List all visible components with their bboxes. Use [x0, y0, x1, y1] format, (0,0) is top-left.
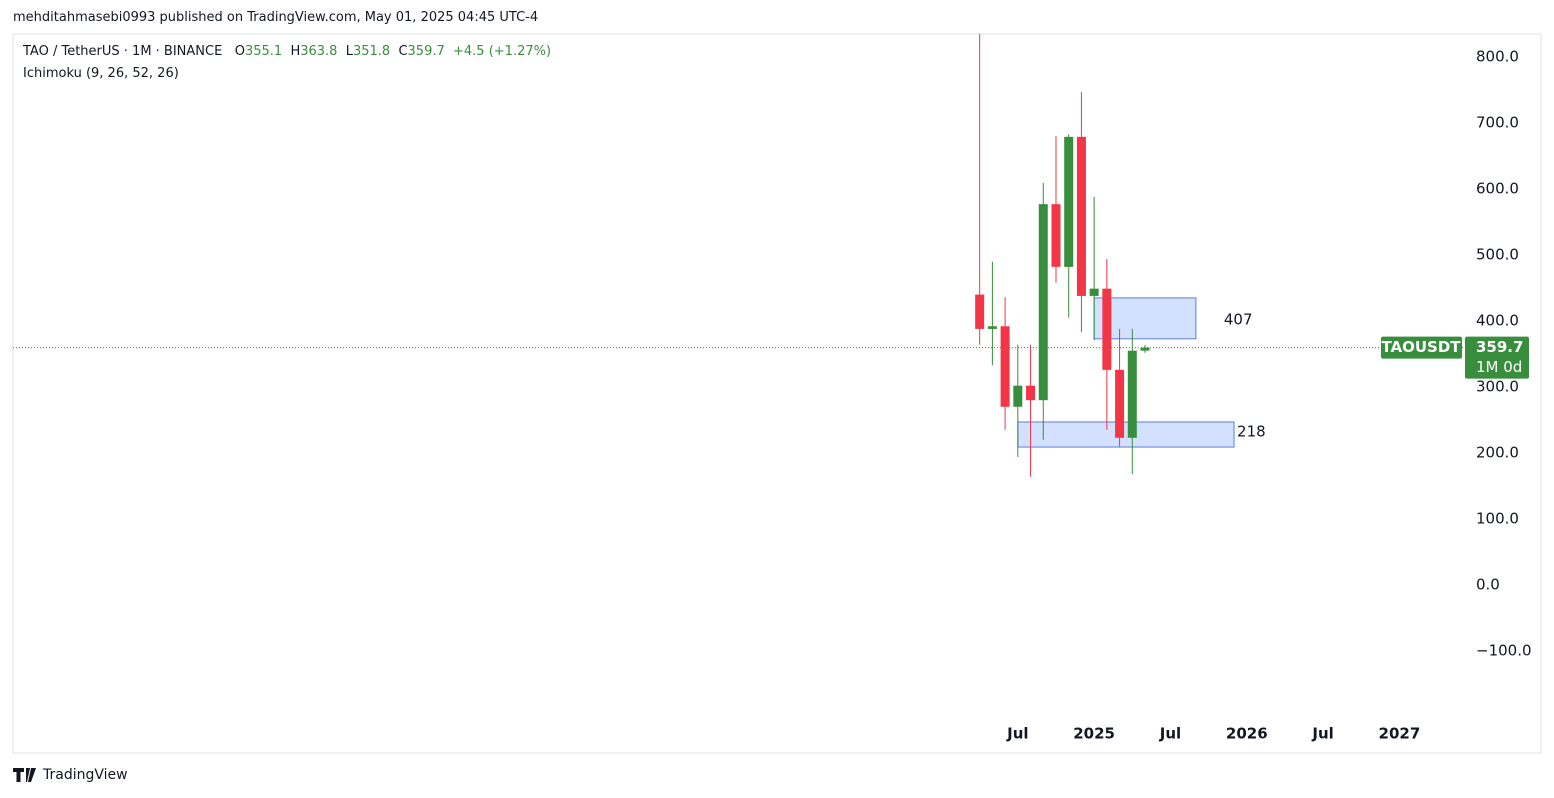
zone — [1017, 421, 1235, 448]
zone-label: 407 — [1224, 310, 1253, 328]
y-tick-label: 100.0 — [1476, 509, 1519, 527]
candle-body — [1051, 204, 1061, 267]
y-tick-label: 800.0 — [1476, 47, 1519, 65]
y-tick-label: 500.0 — [1476, 245, 1519, 263]
change: +4.5 (+1.27%) — [453, 44, 552, 59]
x-tick-label: Jul — [1159, 725, 1181, 743]
price-tag: 359.7 — [1476, 338, 1523, 356]
ohlc-label: L — [345, 44, 353, 59]
y-tick-label: 600.0 — [1476, 179, 1519, 197]
zone-label: 218 — [1237, 422, 1266, 440]
ohlc-value: 363.8 — [300, 44, 338, 59]
y-tick-label: 400.0 — [1476, 311, 1519, 329]
candle-body — [1013, 385, 1023, 407]
candle-body — [1076, 136, 1086, 296]
ohlc-label: O — [234, 44, 245, 59]
candle-body — [1064, 136, 1074, 267]
ohlc-value: 359.7 — [407, 44, 445, 59]
symbol: TAO / TetherUS · 1M · BINANCE — [23, 44, 223, 59]
brand: TradingView — [43, 767, 128, 783]
y-tick-label: −100.0 — [1476, 641, 1532, 659]
x-tick-label: 2026 — [1226, 725, 1268, 743]
legend: TAO / TetherUS · 1M · BINANCE O355.1 H36… — [23, 44, 551, 59]
candle-body — [975, 294, 985, 329]
y-tick-label: 0.0 — [1476, 575, 1500, 593]
candle-body — [1000, 326, 1010, 407]
symbol-tag: TAOUSDT — [1381, 338, 1461, 356]
candle-body — [1026, 385, 1036, 401]
indicator: Ichimoku (9, 26, 52, 26) — [23, 66, 179, 81]
y-tick-label: 200.0 — [1476, 443, 1519, 461]
candle-body — [1102, 288, 1112, 370]
x-tick-label: Jul — [1311, 725, 1333, 743]
x-tick-label: 2027 — [1379, 725, 1421, 743]
candle-body — [1127, 350, 1137, 438]
candle-body — [1038, 204, 1048, 401]
candle-body — [1089, 288, 1099, 296]
chart-frame — [12, 33, 1542, 754]
logo — [13, 768, 36, 782]
ohlc-value: 351.8 — [352, 44, 391, 59]
candle-body — [1140, 347, 1150, 351]
price-tag-bg — [1465, 336, 1529, 379]
footer: TradingView — [13, 767, 128, 783]
countdown: 1M 0d — [1476, 358, 1522, 376]
y-tick-label: 300.0 — [1476, 377, 1519, 395]
x-tick-label: Jul — [1006, 725, 1028, 743]
x-tick-label: 2025 — [1073, 725, 1115, 743]
candle-body — [987, 326, 997, 329]
candle-body — [1115, 369, 1125, 438]
symbol-tag-bg — [1381, 336, 1462, 359]
y-tick-label: 700.0 — [1476, 113, 1519, 131]
published-line: mehditahmasebi0993 published on TradingV… — [13, 10, 539, 25]
ohlc-label: H — [290, 44, 301, 59]
ohlc-label: C — [398, 44, 408, 59]
ohlc-value: 355.1 — [244, 44, 283, 59]
